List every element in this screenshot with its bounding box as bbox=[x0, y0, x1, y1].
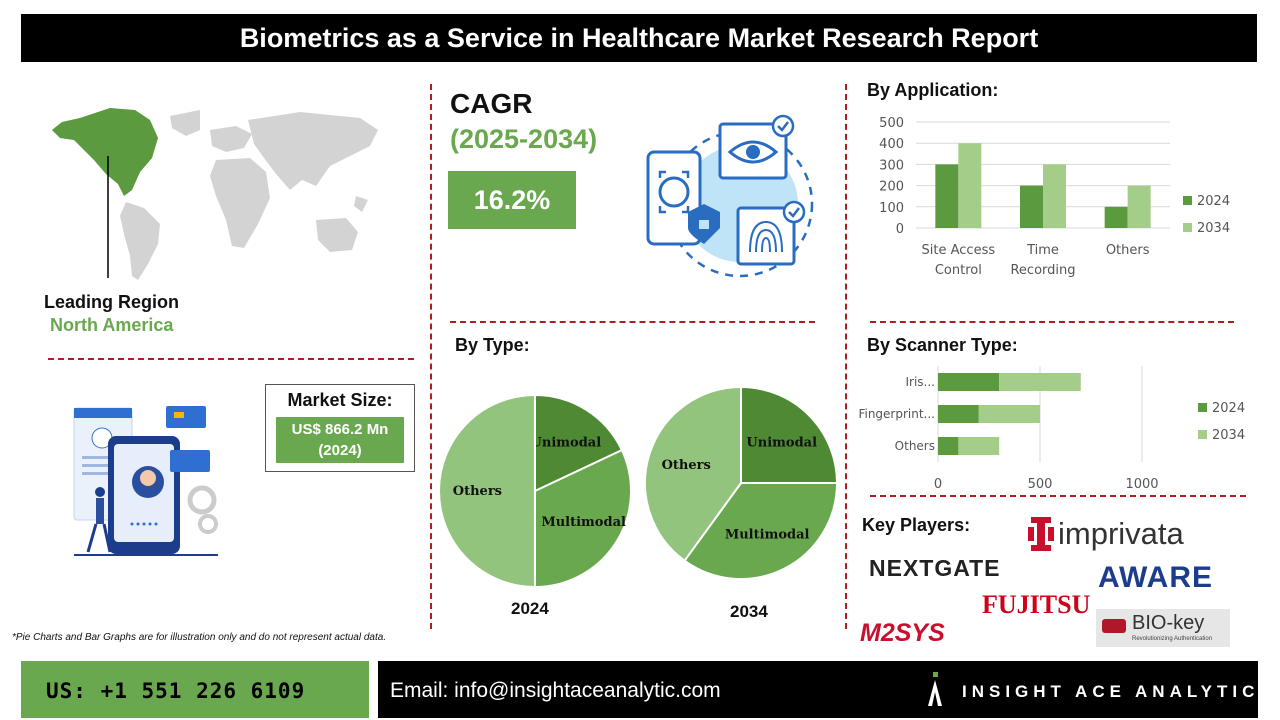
footer-contact-bar bbox=[378, 661, 1258, 718]
page-title: Biometrics as a Service in Healthcare Ma… bbox=[21, 14, 1257, 62]
divider-middle bbox=[450, 321, 815, 323]
pie-2024-year: 2024 bbox=[511, 599, 549, 618]
world-map-icon bbox=[52, 108, 378, 280]
y-tick-label: Others bbox=[895, 439, 935, 453]
bar-2034 bbox=[958, 437, 1000, 455]
bar-2024 bbox=[938, 437, 959, 455]
market-size-year: (2024) bbox=[318, 442, 362, 459]
by-scanner-type-chart: 0 500 1000 Iris... Fingerprint... Others 2024 2… bbox=[858, 366, 1245, 492]
bar-2024 bbox=[1104, 206, 1128, 228]
legend-swatch-2034 bbox=[1183, 223, 1192, 232]
bar-2034 bbox=[1127, 185, 1151, 228]
y-tick-label: 400 bbox=[879, 137, 904, 152]
divider-right-bottom bbox=[870, 495, 1246, 497]
x-tick-label: Control bbox=[935, 263, 982, 278]
logo-biokey: BIO-key Revolutionizing Authentication bbox=[1096, 609, 1230, 647]
x-tick-label: Time bbox=[1026, 243, 1059, 258]
divider-right-top bbox=[870, 321, 1234, 323]
x-tick-label: 1000 bbox=[1125, 477, 1158, 492]
y-tick-label: Fingerprint... bbox=[858, 407, 935, 421]
by-application-chart: 0 100 200 300 400 500 Site Access Control Time Re… bbox=[879, 116, 1230, 278]
pie-label-others: Others bbox=[453, 484, 502, 499]
logo-nextgate: NEXTGATE bbox=[869, 555, 1001, 581]
biokey-key-icon bbox=[1102, 619, 1126, 633]
y-tick-label: Iris... bbox=[905, 375, 935, 389]
market-size-value-box: US$ 866.2 Mn (2024) bbox=[276, 417, 404, 463]
biometric-user-illustration-icon bbox=[73, 406, 218, 556]
imprivata-mark-icon bbox=[1028, 517, 1054, 551]
x-tick-label: Recording bbox=[1010, 263, 1075, 278]
market-size-label: Market Size: bbox=[287, 390, 393, 410]
pie-label-multimodal: Multimodal bbox=[725, 527, 810, 542]
pie-slice-multimodal bbox=[683, 482, 839, 580]
bar-2034 bbox=[1043, 164, 1066, 228]
pie-label-multimodal: Multimodal bbox=[541, 515, 626, 530]
legend-label: 2034 bbox=[1197, 221, 1230, 236]
leading-region-value: North America bbox=[50, 315, 174, 335]
logo-imprivata: imprivata bbox=[1028, 516, 1184, 552]
divider-vertical-left bbox=[430, 84, 432, 629]
legend-swatch-2034 bbox=[1198, 430, 1207, 439]
by-scanner-type-title: By Scanner Type: bbox=[867, 335, 1018, 355]
by-type-pie-2024: Unimodal Multimodal Others bbox=[438, 393, 632, 589]
logo-imprivata-text: imprivata bbox=[1058, 516, 1184, 551]
x-tick-label: 0 bbox=[934, 477, 942, 492]
bar-2034 bbox=[978, 405, 1040, 423]
footnote: *Pie Charts and Bar Graphs are for illus… bbox=[12, 632, 387, 643]
pie-slice-others bbox=[644, 385, 742, 563]
logo-aware: AWARE bbox=[1098, 561, 1214, 594]
logo-biokey-text: BIO-key bbox=[1132, 612, 1205, 634]
y-tick-label: 0 bbox=[896, 222, 904, 237]
pie-slice-unimodal bbox=[534, 393, 624, 493]
pie-slice-multimodal bbox=[534, 448, 632, 589]
legend-label: 2034 bbox=[1212, 428, 1245, 443]
pie-2034-year: 2034 bbox=[730, 602, 768, 621]
bar-2024 bbox=[938, 405, 979, 423]
bar-2024 bbox=[938, 373, 1000, 391]
legend-label: 2024 bbox=[1212, 401, 1245, 416]
cagr-label: CAGR bbox=[450, 88, 533, 119]
biometric-security-icon bbox=[646, 114, 814, 278]
bar-2034 bbox=[958, 143, 982, 228]
leading-region-label: Leading Region bbox=[44, 292, 179, 312]
cagr-period: (2025-2034) bbox=[450, 124, 598, 154]
bar-2034 bbox=[999, 373, 1081, 391]
divider-left bbox=[48, 358, 414, 360]
x-tick-label: Site Access bbox=[922, 243, 996, 258]
market-size-card: Market Size: US$ 866.2 Mn (2024) bbox=[265, 384, 415, 472]
cagr-value: 16.2% bbox=[448, 171, 576, 229]
market-size-value: US$ 866.2 Mn bbox=[291, 421, 389, 438]
divider-vertical-right bbox=[845, 84, 847, 629]
pie-slice-unimodal bbox=[740, 385, 839, 484]
bar-2024 bbox=[1020, 185, 1043, 228]
by-application-title: By Application: bbox=[867, 80, 999, 100]
y-tick-label: 500 bbox=[879, 116, 904, 131]
insight-ace-logo-icon bbox=[928, 672, 942, 706]
y-tick-label: 100 bbox=[879, 201, 904, 216]
footer-brand: INSIGHT ACE ANALYTIC bbox=[962, 682, 1260, 701]
y-tick-label: 300 bbox=[879, 158, 904, 173]
footer-email[interactable]: Email: info@insightaceanalytic.com bbox=[390, 679, 721, 702]
footer-phone[interactable]: US: +1 551 226 6109 bbox=[46, 679, 306, 703]
legend-swatch-2024 bbox=[1183, 196, 1192, 205]
logo-m2sys: M2SYS bbox=[860, 619, 945, 647]
key-players-title: Key Players: bbox=[862, 515, 971, 535]
x-tick-label: 500 bbox=[1028, 477, 1053, 492]
x-tick-label: Others bbox=[1106, 243, 1150, 258]
footer-phone-box bbox=[21, 661, 369, 718]
by-type-pie-2034: Unimodal Multimodal Others bbox=[644, 385, 839, 580]
pie-label-others: Others bbox=[662, 458, 711, 473]
pie-label-unimodal: Unimodal bbox=[746, 435, 817, 450]
pie-slice-others bbox=[438, 393, 536, 589]
legend-swatch-2024 bbox=[1198, 403, 1207, 412]
by-type-title: By Type: bbox=[455, 335, 530, 355]
bar-2024 bbox=[935, 164, 959, 228]
logo-biokey-tagline: Revolutionizing Authentication bbox=[1132, 636, 1213, 642]
legend-label: 2024 bbox=[1197, 194, 1230, 209]
y-tick-label: 200 bbox=[879, 180, 904, 195]
pie-label-unimodal: Unimodal bbox=[531, 435, 602, 450]
logo-fujitsu: FUJITSU bbox=[982, 590, 1091, 619]
